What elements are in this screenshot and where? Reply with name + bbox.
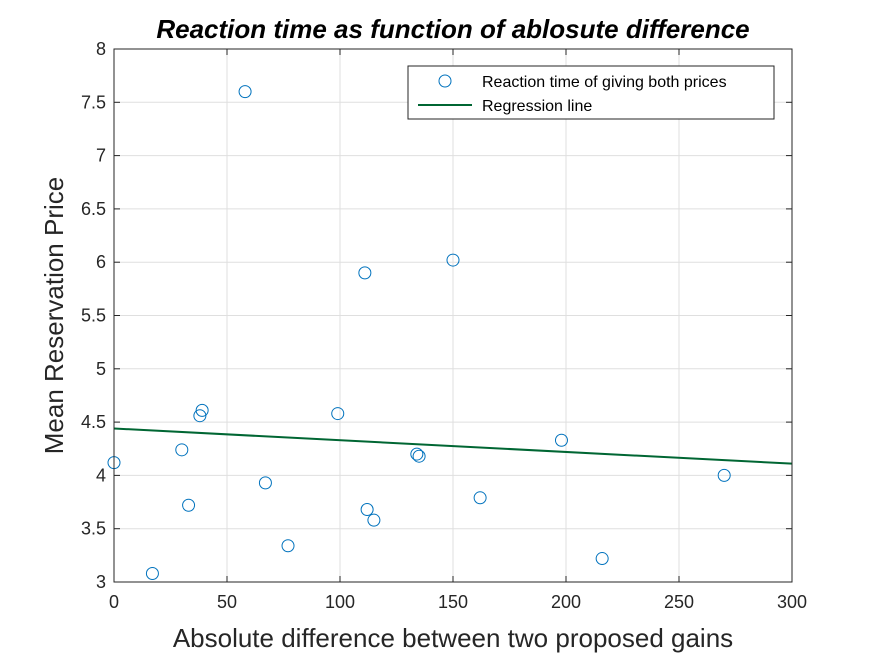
- chart-title: Reaction time as function of ablosute di…: [156, 14, 749, 44]
- y-axis-label: Mean Reservation Price: [39, 177, 69, 454]
- data-point: [258, 476, 272, 490]
- y-tick-label: 4.5: [81, 412, 106, 432]
- data-point: [195, 403, 209, 417]
- data-point: [554, 433, 568, 447]
- data-point: [473, 491, 487, 505]
- y-tick-label: 5.5: [81, 306, 106, 326]
- regression-line: [113, 427, 793, 465]
- y-tick-label: 4: [96, 465, 106, 485]
- y-tick-label: 7.5: [81, 92, 106, 112]
- data-point: [193, 409, 207, 423]
- x-tick-label: 0: [109, 592, 119, 612]
- data-point: [358, 266, 372, 280]
- x-tick-label: 100: [325, 592, 355, 612]
- y-tick-label: 3: [96, 572, 106, 592]
- data-point: [281, 539, 295, 553]
- data-point: [412, 449, 426, 463]
- data-point: [410, 447, 424, 461]
- data-point: [595, 552, 609, 566]
- data-point: [182, 498, 196, 512]
- axis-ticks: 0 50 100 150 200 250 300 3 3.5 4 4.5 5 5.5 6 6.5 7 7.5 8: [81, 39, 807, 612]
- y-tick-label: 8: [96, 39, 106, 59]
- data-point: [175, 443, 189, 457]
- y-tick-label: 3.5: [81, 519, 106, 539]
- legend-box: [407, 65, 775, 120]
- y-tick-label: 7: [96, 146, 106, 166]
- legend-entry-label: Regression line: [482, 98, 592, 115]
- data-point: [238, 85, 252, 99]
- data-point: [717, 468, 731, 482]
- y-tick-label: 6: [96, 252, 106, 272]
- y-tick-label: 5: [96, 359, 106, 379]
- data-point: [145, 566, 159, 580]
- x-tick-label: 300: [777, 592, 807, 612]
- y-tick-label: 6.5: [81, 199, 106, 219]
- data-point: [331, 407, 345, 421]
- x-tick-label: 50: [217, 592, 237, 612]
- legend-entry-label: Reaction time of giving both prices: [482, 74, 727, 91]
- legend: Reaction time of giving both prices Regre…: [407, 65, 775, 120]
- data-point: [367, 513, 381, 527]
- series-layer: [107, 85, 793, 580]
- x-tick-label: 250: [664, 592, 694, 612]
- legend-marker-swatch: [438, 74, 452, 88]
- x-tick-label: 150: [438, 592, 468, 612]
- x-tick-label: 200: [551, 592, 581, 612]
- data-point: [360, 503, 374, 517]
- data-point: [446, 253, 460, 267]
- x-axis-label: Absolute difference between two proposed…: [173, 623, 733, 653]
